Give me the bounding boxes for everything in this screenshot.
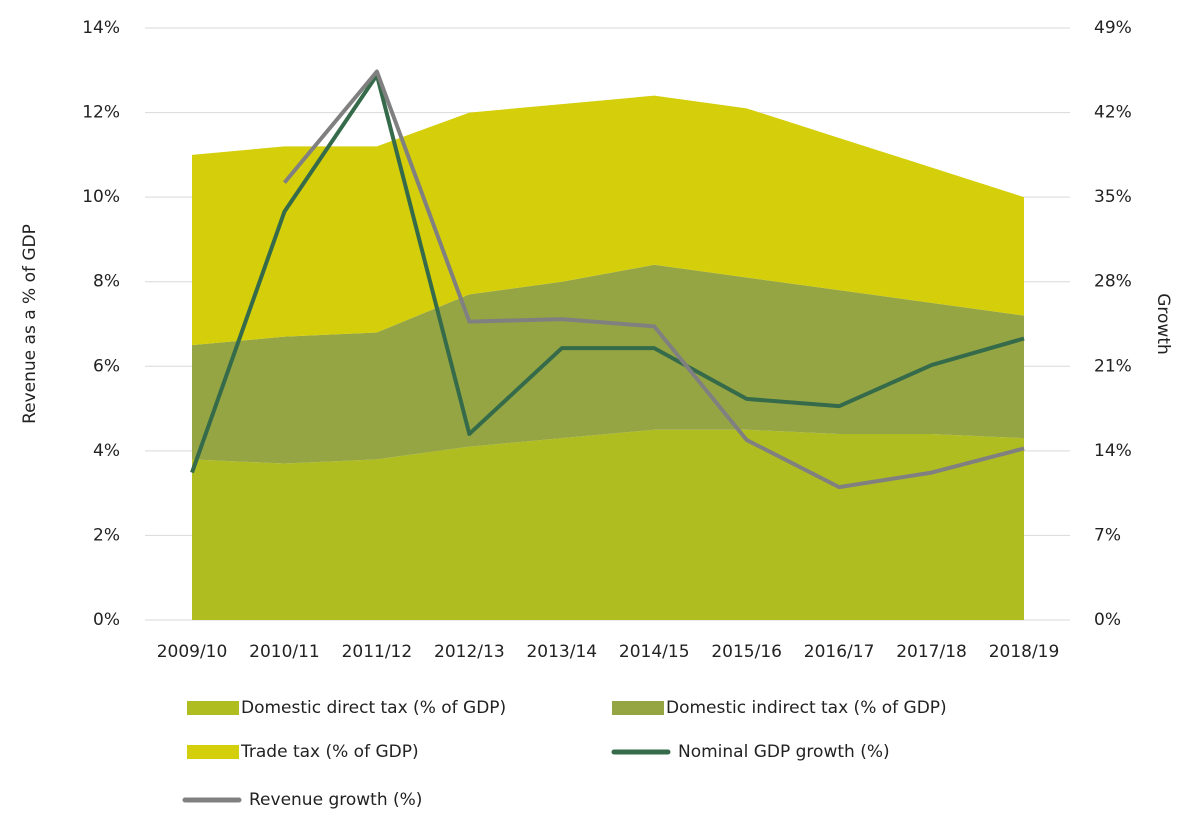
- y-axis-label: Revenue as a % of GDP: [20, 224, 40, 424]
- y2-tick-label: 42%: [1094, 103, 1132, 123]
- y-tick-label: 10%: [82, 187, 120, 207]
- y2-tick-label: 28%: [1094, 272, 1132, 292]
- legend-swatch: [187, 745, 239, 759]
- legend-label: Revenue growth (%): [249, 790, 422, 810]
- legend-label: Trade tax (% of GDP): [240, 742, 419, 762]
- y2-tick-label: 35%: [1094, 187, 1132, 207]
- x-tick-label: 2012/13: [434, 642, 505, 662]
- x-tick-label: 2017/18: [896, 642, 967, 662]
- line: [282, 69, 1025, 490]
- y2-tick-label: 0%: [1094, 610, 1121, 630]
- y-tick-label: 6%: [93, 356, 120, 376]
- legend-label: Domestic direct tax (% of GDP): [241, 698, 506, 718]
- legend-label: Nominal GDP growth (%): [678, 742, 890, 762]
- x-tick-label: 2014/15: [619, 642, 690, 662]
- legend-label: Domestic indirect tax (% of GDP): [666, 698, 947, 718]
- x-tick-label: 2013/14: [526, 642, 597, 662]
- y2-tick-label: 7%: [1094, 525, 1121, 545]
- legend-swatch: [187, 701, 239, 715]
- y-tick-label: 14%: [82, 18, 120, 38]
- x-tick-label: 2009/10: [157, 642, 228, 662]
- area: [192, 264, 1024, 464]
- x-tick-label: 2010/11: [249, 642, 320, 662]
- y2-tick-label: 14%: [1094, 441, 1132, 461]
- x-tick-label: 2011/12: [342, 642, 413, 662]
- y2-axis-label: Growth: [1153, 293, 1173, 355]
- y-tick-label: 8%: [93, 272, 120, 292]
- x-tick-label: 2015/16: [711, 642, 782, 662]
- legend-swatch: [612, 701, 664, 715]
- y2-tick-label: 21%: [1094, 356, 1132, 376]
- line: [190, 73, 1025, 474]
- y-tick-label: 2%: [93, 525, 120, 545]
- y-tick-label: 4%: [93, 441, 120, 461]
- y-tick-label: 12%: [82, 103, 120, 123]
- y-tick-label: 0%: [93, 610, 120, 630]
- x-tick-label: 2016/17: [804, 642, 875, 662]
- x-tick-label: 2018/19: [989, 642, 1060, 662]
- y2-tick-label: 49%: [1094, 18, 1132, 38]
